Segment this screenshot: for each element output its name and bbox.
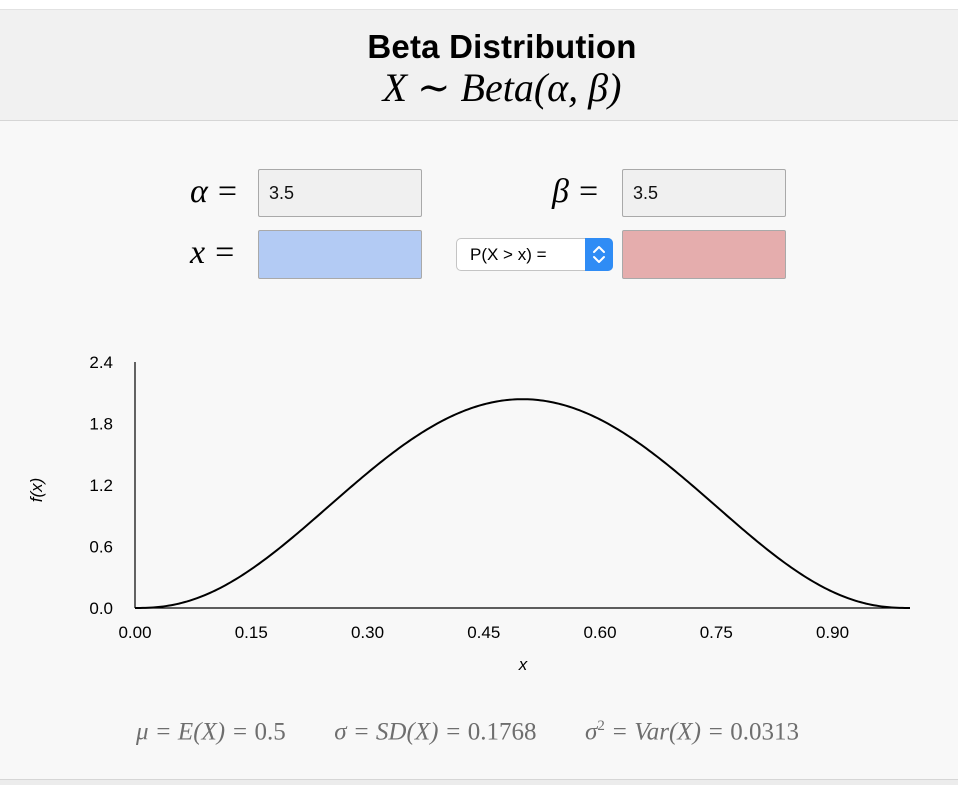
variance-symbol: σ	[585, 718, 598, 746]
beta-input[interactable]	[622, 169, 786, 217]
y-tick-label: 2.4	[89, 353, 113, 372]
x-tick-label: 0.00	[118, 623, 151, 642]
probability-output[interactable]	[622, 230, 786, 279]
x-tick-label: 0.75	[700, 623, 733, 642]
chevron-up-down-icon	[593, 246, 605, 263]
alpha-input[interactable]	[258, 169, 422, 217]
distribution-name: Beta	[460, 65, 534, 110]
probability-type-selected: P(X > x) =	[470, 245, 547, 264]
probability-type-select[interactable]: P(X > x) =	[456, 238, 613, 271]
variance-label: = Var(X) =	[604, 718, 725, 746]
sd-value: 0.1768	[467, 718, 537, 746]
select-stepper[interactable]	[585, 238, 613, 271]
distribution-notation: X ∼ Beta(α, β)	[0, 64, 958, 111]
y-tick-label: 0.6	[89, 538, 113, 557]
mean-label: μ = E(X) =	[136, 718, 249, 746]
sd-label: σ = SD(X) =	[334, 718, 462, 746]
mean-value: 0.5	[254, 718, 286, 746]
bottom-border	[0, 779, 958, 785]
page-title: Beta Distribution	[367, 28, 637, 65]
summary-stats: μ = E(X) = 0.5 σ = SD(X) = 0.1768 σ2 = V…	[136, 718, 800, 746]
y-tick-label: 1.8	[89, 415, 113, 434]
x-tick-label: 0.60	[583, 623, 616, 642]
x-label: x =	[190, 234, 235, 271]
y-axis: 0.0 0.6 1.2 1.8 2.4	[89, 353, 136, 618]
page-header: Beta Distribution X ∼ Beta(α, β)	[0, 10, 958, 121]
distribution-params: (α, β)	[533, 65, 622, 110]
x-axis: 0.00 0.15 0.30 0.45 0.60 0.75 0.90	[118, 607, 910, 642]
x-tick-label: 0.30	[351, 623, 384, 642]
density-curve	[135, 398, 910, 609]
beta-label: β =	[552, 173, 599, 210]
x-tick-label: 0.15	[235, 623, 268, 642]
x-value-input[interactable]	[258, 230, 422, 279]
x-tick-label: 0.90	[816, 623, 849, 642]
random-variable: X	[382, 65, 408, 110]
alpha-label: α =	[190, 173, 238, 210]
y-tick-label: 0.0	[89, 599, 113, 618]
x-axis-label: x	[518, 655, 528, 674]
variance-value: 0.0313	[730, 718, 800, 746]
tilde-symbol: ∼	[417, 65, 451, 110]
y-tick-label: 1.2	[89, 476, 113, 495]
top-border	[0, 0, 958, 10]
x-tick-label: 0.45	[467, 623, 500, 642]
